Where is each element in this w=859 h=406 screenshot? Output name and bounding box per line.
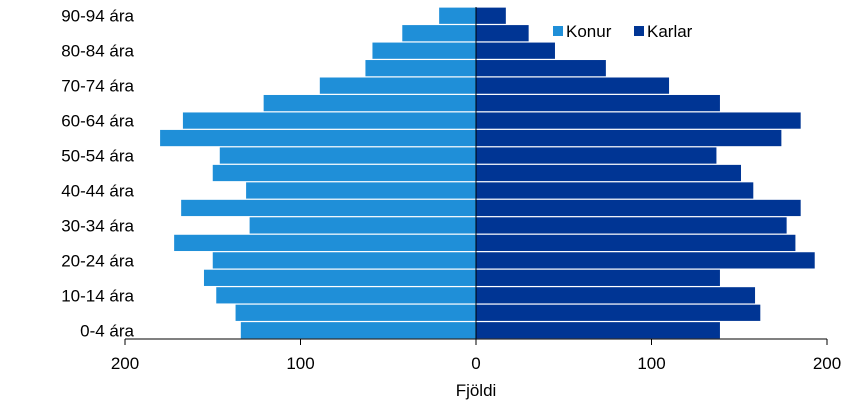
category-label: 80-84 ára: [61, 42, 134, 61]
x-tick-label: 100: [637, 354, 665, 373]
bar-konur-30-34-ára: [249, 217, 476, 234]
karlar-bars: [476, 7, 815, 339]
bar-karlar-75-79-ára: [476, 60, 606, 77]
bar-karlar-20-24-ára: [476, 252, 815, 269]
bar-karlar-85-89-ára: [476, 25, 529, 42]
bar-konur-60-64-ára: [182, 112, 477, 129]
x-axis-title: Fjöldi: [456, 381, 497, 400]
legend-swatch-karlar: [634, 26, 644, 36]
bar-konur-15-19-ára: [203, 269, 476, 286]
bar-karlar-0-4-ára: [476, 322, 720, 339]
category-label: 70-74 ára: [61, 77, 134, 96]
bar-karlar-50-54-ára: [476, 147, 717, 164]
bar-karlar-45-49-ára: [476, 164, 742, 182]
legend-swatch-konur: [553, 26, 563, 36]
bar-konur-70-74-ára: [319, 77, 476, 94]
x-tick-label: 200: [111, 354, 139, 373]
bar-konur-50-54-ára: [219, 147, 476, 164]
category-label: 40-44 ára: [61, 181, 134, 200]
category-label: 0-4 ára: [80, 321, 134, 340]
bar-karlar-70-74-ára: [476, 77, 670, 94]
bar-konur-40-44-ára: [246, 182, 476, 199]
bar-konur-25-29-ára: [174, 234, 476, 252]
bar-karlar-80-84-ára: [476, 42, 555, 59]
bar-karlar-30-34-ára: [476, 217, 787, 234]
bar-karlar-10-14-ára: [476, 287, 756, 304]
category-label: 50-54 ára: [61, 147, 134, 166]
category-label: 30-34 ára: [61, 216, 134, 235]
bar-konur-0-4-ára: [240, 322, 476, 339]
bar-karlar-90-94-ára: [476, 7, 506, 24]
bar-konur-10-14-ára: [216, 287, 476, 304]
bar-konur-35-39-ára: [181, 199, 476, 217]
bar-karlar-65-69-ára: [476, 94, 720, 112]
x-tick-label: 0: [471, 354, 480, 373]
category-label: 60-64 ára: [61, 112, 134, 131]
bar-karlar-25-29-ára: [476, 234, 796, 252]
bar-karlar-5-9-ára: [476, 304, 761, 321]
x-axis-ticks: 200 100 0 100 200: [111, 339, 841, 373]
bar-karlar-55-59-ára: [476, 129, 782, 147]
bar-konur-85-89-ára: [402, 25, 476, 42]
bar-konur-5-9-ára: [235, 304, 476, 321]
legend: Konur Karlar: [553, 22, 693, 41]
category-label: 90-94 ára: [61, 7, 134, 26]
bar-konur-20-24-ára: [212, 252, 476, 269]
bar-konur-45-49-ára: [212, 164, 476, 182]
x-tick-label: 200: [813, 354, 841, 373]
bar-konur-80-84-ára: [372, 42, 476, 59]
category-labels: 0-4 ára 10-14 ára 20-24 ára 30-34 ára 40-44 …: [61, 7, 134, 341]
x-tick-label: 100: [286, 354, 314, 373]
category-label: 10-14 ára: [61, 286, 134, 305]
bar-karlar-40-44-ára: [476, 182, 754, 199]
bar-karlar-35-39-ára: [476, 199, 801, 217]
legend-label-konur: Konur: [566, 22, 612, 41]
category-label: 20-24 ára: [61, 251, 134, 270]
legend-label-karlar: Karlar: [647, 22, 693, 41]
bar-konur-75-79-ára: [365, 60, 476, 77]
bar-karlar-15-19-ára: [476, 269, 720, 286]
bar-konur-65-69-ára: [263, 94, 476, 112]
bar-konur-90-94-ára: [439, 7, 476, 24]
bar-karlar-60-64-ára: [476, 112, 801, 129]
konur-bars: [160, 7, 477, 339]
bar-konur-55-59-ára: [160, 129, 476, 147]
